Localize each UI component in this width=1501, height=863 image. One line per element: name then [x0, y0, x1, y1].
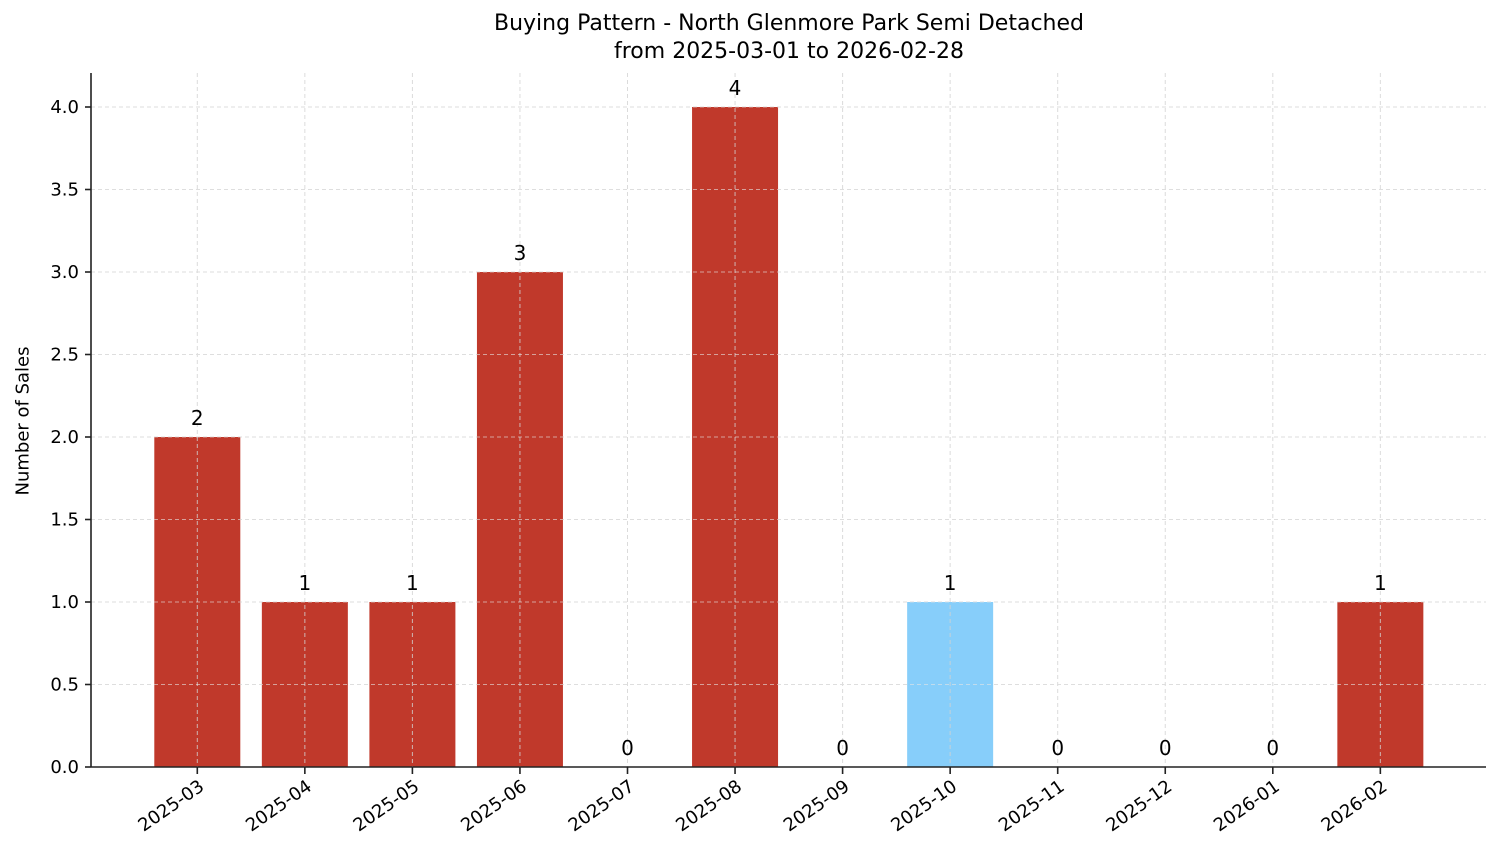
y-tick-label: 1.0: [50, 592, 79, 613]
chart-title-line1: Buying Pattern - North Glenmore Park Sem…: [494, 11, 1084, 36]
x-tick-label: 2025-10: [887, 776, 961, 836]
bar-value-label: 2: [191, 406, 204, 430]
x-tick-label: 2026-02: [1318, 776, 1392, 836]
vertical-grid-lines: [91, 73, 1486, 767]
bar-value-label: 1: [406, 571, 419, 595]
y-tick-label: 4.0: [50, 97, 79, 118]
x-tick-label: 2025-12: [1102, 776, 1176, 836]
x-tick-label: 2025-04: [242, 776, 316, 836]
x-tick-label: 2025-07: [565, 776, 639, 836]
x-tick-label: 2025-09: [780, 776, 854, 836]
x-tick-label: 2025-06: [457, 776, 531, 836]
x-tick-label: 2025-11: [995, 776, 1069, 836]
x-axis-ticks: 2025-03 2025-04 2025-05 2025-06 2025-07 2025-…: [135, 767, 1392, 836]
bar-value-label: 0: [621, 736, 634, 760]
x-tick-label: 2025-05: [350, 776, 424, 836]
bar-value-labels: 2 1 1 3 0 4 0 1 0 0 0 1: [191, 76, 1387, 760]
bar-value-label: 1: [1374, 571, 1387, 595]
bar-value-label: 0: [1266, 736, 1279, 760]
y-axis-ticks: 0.0 0.5 1.0 1.5 2.0 2.5 3.0 3.5 4.0: [50, 97, 91, 778]
bar-value-label: 1: [298, 571, 311, 595]
chart-title: Buying Pattern - North Glenmore Park Sem…: [0, 10, 1501, 66]
bar-value-label: 0: [836, 736, 849, 760]
bar-value-label: 4: [729, 76, 742, 100]
y-tick-label: 2.5: [50, 345, 79, 366]
bar-value-label: 1: [944, 571, 957, 595]
y-tick-label: 0.0: [50, 757, 79, 778]
y-tick-label: 0.5: [50, 675, 79, 696]
bar-value-label: 0: [1159, 736, 1172, 760]
y-tick-label: 2.0: [50, 427, 79, 448]
y-tick-label: 3.5: [50, 180, 79, 201]
axes: [90, 73, 1486, 768]
x-tick-label: 2025-08: [672, 776, 746, 836]
x-tick-label: 2026-01: [1210, 776, 1284, 836]
x-tick-label: 2025-03: [135, 776, 209, 836]
bar-value-label: 3: [514, 241, 527, 265]
chart-subtitle: from 2025-03-01 to 2026-02-28: [614, 39, 964, 64]
y-tick-label: 1.5: [50, 510, 79, 531]
bar-value-label: 0: [1051, 736, 1064, 760]
y-tick-label: 3.0: [50, 262, 79, 283]
